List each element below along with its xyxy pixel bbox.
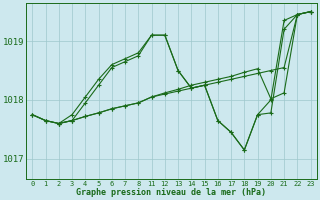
X-axis label: Graphe pression niveau de la mer (hPa): Graphe pression niveau de la mer (hPa) [76,188,267,197]
